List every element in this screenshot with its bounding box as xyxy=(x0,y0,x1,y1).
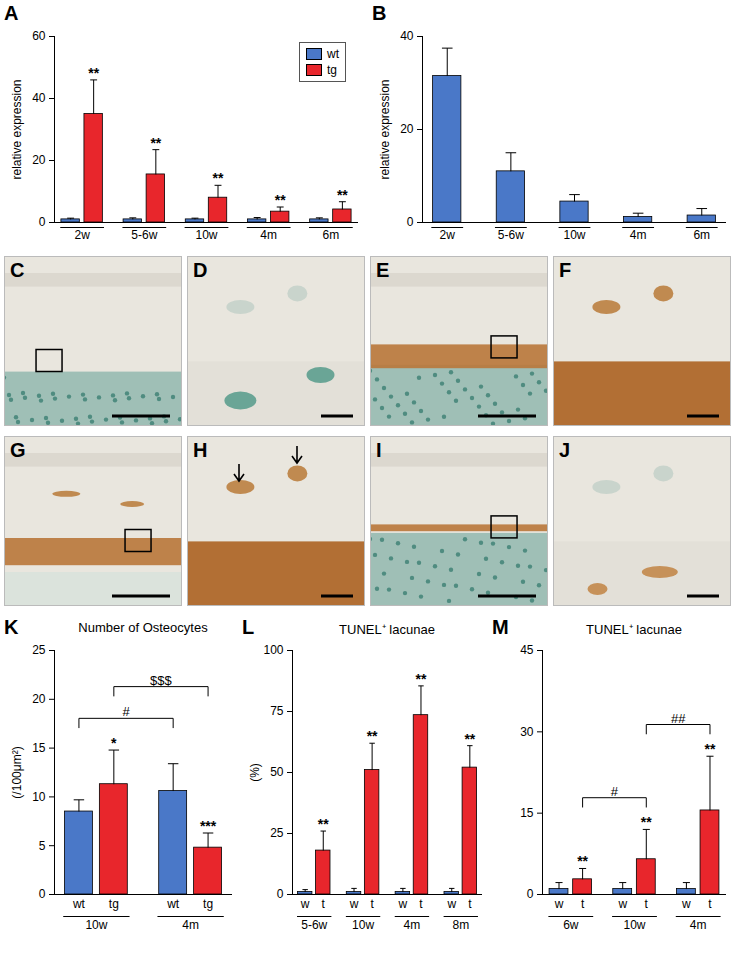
svg-text:10w: 10w xyxy=(563,228,585,242)
svg-text:**: ** xyxy=(641,814,652,830)
svg-text:H: H xyxy=(193,439,207,461)
svg-text:6m: 6m xyxy=(693,228,710,242)
svg-text:5: 5 xyxy=(39,839,46,853)
svg-text:***: *** xyxy=(200,818,217,834)
svg-text:0: 0 xyxy=(39,887,46,901)
svg-text:4m: 4m xyxy=(182,918,199,932)
svg-text:F: F xyxy=(559,259,571,281)
svg-text:2w: 2w xyxy=(440,228,456,242)
svg-text:5-6w: 5-6w xyxy=(498,228,524,242)
html-text:A: A xyxy=(4,2,19,24)
svg-text:0: 0 xyxy=(527,887,534,901)
svg-text:w: w xyxy=(681,897,691,911)
svg-text:(/100μm²): (/100μm²) xyxy=(10,746,24,798)
svg-text:0: 0 xyxy=(407,215,414,229)
svg-text:30: 30 xyxy=(520,725,534,739)
svg-text:(%): (%) xyxy=(248,763,262,782)
svg-text:**: ** xyxy=(150,135,161,151)
svg-text:t: t xyxy=(468,897,472,911)
svg-text:4m: 4m xyxy=(690,918,707,932)
svg-text:*: * xyxy=(111,735,117,751)
svg-text:t: t xyxy=(645,897,649,911)
svg-text:#: # xyxy=(122,704,130,719)
html-text:tg: tg xyxy=(327,63,337,77)
svg-text:15: 15 xyxy=(32,741,46,755)
svg-text:**: ** xyxy=(88,65,99,81)
svg-text:100: 100 xyxy=(263,643,283,657)
svg-text:20: 20 xyxy=(32,153,46,167)
svg-text:w: w xyxy=(300,897,310,911)
svg-text:0: 0 xyxy=(39,215,46,229)
svg-text:#: # xyxy=(611,784,619,799)
svg-text:**: ** xyxy=(213,170,224,186)
svg-text:75: 75 xyxy=(270,704,284,718)
html-text:L: L xyxy=(242,616,255,638)
html-text:B: B xyxy=(372,2,387,24)
svg-text:**: ** xyxy=(577,853,588,869)
svg-text:45: 45 xyxy=(520,643,534,657)
svg-text:20: 20 xyxy=(400,122,414,136)
svg-text:I: I xyxy=(376,439,382,461)
svg-text:25: 25 xyxy=(32,643,46,657)
svg-text:6w: 6w xyxy=(563,918,579,932)
svg-text:relative expression: relative expression xyxy=(10,79,24,179)
svg-text:**: ** xyxy=(464,731,475,747)
html-text:TUNEL⁺ lacunae: TUNEL⁺ lacunae xyxy=(339,622,435,637)
svg-text:w: w xyxy=(349,897,359,911)
svg-text:tg: tg xyxy=(203,897,213,911)
svg-text:8m: 8m xyxy=(452,918,469,932)
svg-text:J: J xyxy=(559,439,570,461)
svg-text:0: 0 xyxy=(277,887,284,901)
svg-text:t: t xyxy=(708,897,712,911)
svg-text:4m: 4m xyxy=(260,228,277,242)
svg-text:4m: 4m xyxy=(630,228,647,242)
svg-text:**: ** xyxy=(416,671,427,687)
svg-text:5-6w: 5-6w xyxy=(301,918,327,932)
svg-text:t: t xyxy=(419,897,423,911)
html-text:Number of Osteocytes: Number of Osteocytes xyxy=(78,620,208,635)
svg-text:wt: wt xyxy=(166,897,180,911)
svg-text:10: 10 xyxy=(32,790,46,804)
svg-text:relative expression: relative expression xyxy=(378,79,392,179)
svg-text:5-6w: 5-6w xyxy=(131,228,157,242)
svg-text:$$$: $$$ xyxy=(150,673,172,688)
svg-text:25: 25 xyxy=(270,826,284,840)
svg-text:50: 50 xyxy=(270,765,284,779)
svg-text:10w: 10w xyxy=(85,918,107,932)
svg-text:40: 40 xyxy=(400,29,414,43)
svg-text:G: G xyxy=(10,439,26,461)
svg-text:E: E xyxy=(376,259,389,281)
svg-text:##: ## xyxy=(671,711,686,726)
svg-text:**: ** xyxy=(318,816,329,832)
svg-text:**: ** xyxy=(367,728,378,744)
svg-text:10w: 10w xyxy=(352,918,374,932)
svg-text:**: ** xyxy=(275,192,286,208)
html-text:wt: wt xyxy=(327,47,339,61)
svg-text:D: D xyxy=(193,259,207,281)
svg-text:4m: 4m xyxy=(404,918,421,932)
svg-text:tg: tg xyxy=(109,897,119,911)
svg-text:t: t xyxy=(370,897,374,911)
svg-text:20: 20 xyxy=(32,692,46,706)
svg-text:**: ** xyxy=(705,741,716,757)
svg-text:15: 15 xyxy=(520,806,534,820)
svg-text:w: w xyxy=(554,897,564,911)
svg-text:6m: 6m xyxy=(323,228,340,242)
html-text:M: M xyxy=(492,616,509,638)
svg-text:10w: 10w xyxy=(195,228,217,242)
svg-text:w: w xyxy=(617,897,627,911)
svg-text:**: ** xyxy=(337,187,348,203)
svg-text:40: 40 xyxy=(32,91,46,105)
svg-text:w: w xyxy=(446,897,456,911)
svg-text:C: C xyxy=(10,259,24,281)
svg-text:2w: 2w xyxy=(74,228,90,242)
html-text:TUNEL⁺ lacunae: TUNEL⁺ lacunae xyxy=(586,622,682,637)
svg-text:wt: wt xyxy=(72,897,86,911)
svg-text:10w: 10w xyxy=(623,918,645,932)
html-text:K: K xyxy=(4,616,19,638)
svg-text:t: t xyxy=(322,897,326,911)
svg-text:t: t xyxy=(581,897,585,911)
svg-text:60: 60 xyxy=(32,29,46,43)
svg-text:w: w xyxy=(398,897,408,911)
